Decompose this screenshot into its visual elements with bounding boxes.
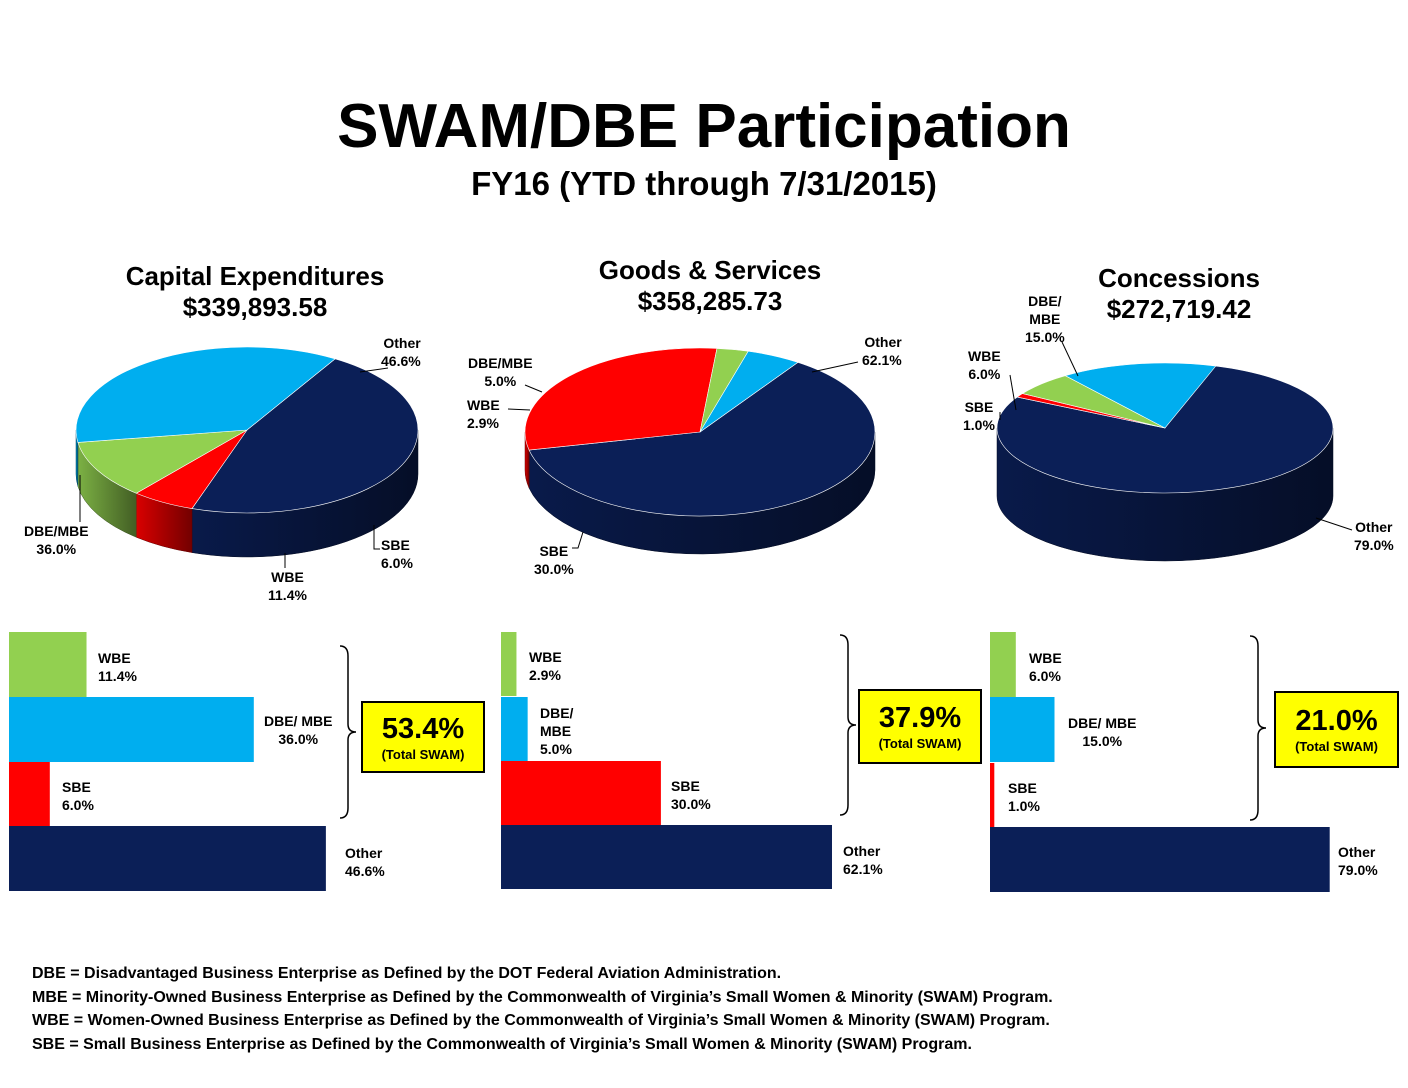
pie-1-label-dbe-mbe: DBE/MBE 36.0% xyxy=(24,523,89,557)
pie-leader-line-1 xyxy=(359,367,389,373)
bar-2-label-sbe: SBE 30.0% xyxy=(671,778,711,812)
bar-3-wbe xyxy=(990,632,1016,697)
total-swam-caption-3: (Total SWAM) xyxy=(1295,739,1378,754)
pie-1-label-sbe: SBE 6.0% xyxy=(381,537,413,571)
bar-2-label-dbe-mbe: DBE/ MBE 5.0% xyxy=(540,705,574,757)
total-swam-caption-2: (Total SWAM) xyxy=(878,736,962,751)
pie-leader-line-5 xyxy=(811,361,859,373)
bar-chart-1 xyxy=(9,632,357,891)
bar-2-label-wbe: WBE 2.9% xyxy=(529,649,562,683)
pie-1-slice-other xyxy=(191,358,419,514)
bar-3-label-wbe: WBE 6.0% xyxy=(1029,650,1062,684)
pie-leader-line-6 xyxy=(572,531,584,549)
pie-2-label-other: Other 62.1% xyxy=(862,334,902,368)
pie-leader-line-9 xyxy=(1315,517,1353,531)
pie-2-slice-sbe xyxy=(524,347,718,451)
bar-3-dbe-mbe xyxy=(990,697,1055,762)
bar-2-wbe xyxy=(501,632,517,696)
total-swam-box-1: 53.4% (Total SWAM) xyxy=(361,701,485,773)
page-title: SWAM/DBE Participation xyxy=(337,92,1071,161)
pie-2-label-dbe-mbe: DBE/MBE 5.0% xyxy=(468,355,533,389)
page-subtitle: FY16 (YTD through 7/31/2015) xyxy=(471,165,937,202)
bar-2-other xyxy=(501,825,832,889)
pie-1-slice-wbe xyxy=(77,429,248,494)
bar-3-other xyxy=(990,827,1330,892)
bar-2-dbe-mbe xyxy=(501,697,528,761)
pie-3-slice-dbe-mbe xyxy=(1064,362,1217,429)
pie-3-slice-other xyxy=(996,364,1334,494)
bar-3-sbe xyxy=(990,763,995,828)
footnote-mbe: MBE = Minority-Owned Business Enterprise… xyxy=(32,988,1053,1006)
pie-3-label-other: Other 79.0% xyxy=(1354,519,1394,553)
pie-3-label-sbe: SBE 1.0% xyxy=(963,399,995,433)
pie-leader-line-2 xyxy=(373,525,380,550)
pie-3-label-dbe-mbe: DBE/ MBE 15.0% xyxy=(1025,293,1065,345)
chart-3-amount: $272,719.42 xyxy=(1106,294,1252,324)
bar-3-label-other: Other 79.0% xyxy=(1338,844,1378,878)
bar-1-label-sbe: SBE 6.0% xyxy=(62,779,94,813)
bar-3-label-sbe: SBE 1.0% xyxy=(1008,780,1040,814)
pie-3-label-wbe: WBE 6.0% xyxy=(968,348,1001,382)
chart-1-amount: $339,893.58 xyxy=(182,292,328,322)
footnote-wbe: WBE = Women-Owned Business Enterprise as… xyxy=(32,1012,1050,1030)
pie-1-label-wbe: WBE 11.4% xyxy=(268,569,307,603)
pie-2-slice-dbe-mbe xyxy=(699,350,799,433)
pie-leader-line-12 xyxy=(1061,341,1079,377)
pie-1-slice-dbe-mbe xyxy=(75,346,336,443)
chart-2-name: Goods & Services xyxy=(598,255,822,285)
pie-chart-1 xyxy=(75,346,419,558)
chart-2-amount: $358,285.73 xyxy=(637,286,783,316)
bar-1-label-dbe-mbe: DBE/ MBE 36.0% xyxy=(264,713,333,747)
total-swam-caption-1: (Total SWAM) xyxy=(381,747,465,762)
bar-3-brace xyxy=(1249,635,1267,821)
pie-1-label-other: Other 46.6% xyxy=(381,335,421,369)
bar-3-label-dbe-mbe: DBE/ MBE 15.0% xyxy=(1068,715,1137,749)
bar-1-label-other: Other 46.6% xyxy=(345,845,385,879)
pie-chart-3 xyxy=(996,362,1334,562)
chart-1-name: Capital Expenditures xyxy=(125,261,385,291)
bar-1-other xyxy=(9,826,326,891)
pie-leader-line-11 xyxy=(1009,374,1017,411)
pie-chart-2 xyxy=(524,347,876,555)
bar-1-wbe xyxy=(9,632,87,697)
total-swam-value-2: 37.9% xyxy=(878,702,962,734)
pie-leader-line-8 xyxy=(524,384,543,393)
bar-1-label-wbe: WBE 11.4% xyxy=(98,650,137,684)
bar-1-dbe-mbe xyxy=(9,697,254,762)
pie-leader-line-7 xyxy=(507,408,531,411)
bar-1-sbe xyxy=(9,762,50,827)
total-swam-value-1: 53.4% xyxy=(381,713,465,745)
pie-2-slice-other xyxy=(528,362,876,517)
footnote-dbe: DBE = Disadvantaged Business Enterprise … xyxy=(32,965,782,982)
total-swam-box-2: 37.9% (Total SWAM) xyxy=(858,689,982,764)
bar-2-sbe xyxy=(501,761,661,825)
bar-1-brace xyxy=(339,645,357,819)
chart-3-name: Concessions xyxy=(1098,263,1260,293)
chart-3-title: Concessions $272,719.42 xyxy=(1000,263,1358,325)
footnotes: DBE = Disadvantaged Business Enterprise … xyxy=(32,962,1392,1056)
total-swam-box-3: 21.0% (Total SWAM) xyxy=(1274,691,1399,768)
pie-2-label-wbe: WBE 2.9% xyxy=(467,397,500,431)
pie-2-label-sbe: SBE 30.0% xyxy=(534,543,574,577)
bar-2-brace xyxy=(839,634,857,816)
chart-2-title: Goods & Services $358,285.73 xyxy=(530,255,890,317)
bar-chart-3 xyxy=(990,632,1330,892)
bar-2-label-other: Other 62.1% xyxy=(843,843,883,877)
footnote-sbe: SBE = Small Business Enterprise as Defin… xyxy=(32,1035,972,1053)
bar-chart-2 xyxy=(501,632,857,889)
chart-1-title: Capital Expenditures $339,893.58 xyxy=(75,261,435,323)
total-swam-value-3: 21.0% xyxy=(1295,705,1378,737)
